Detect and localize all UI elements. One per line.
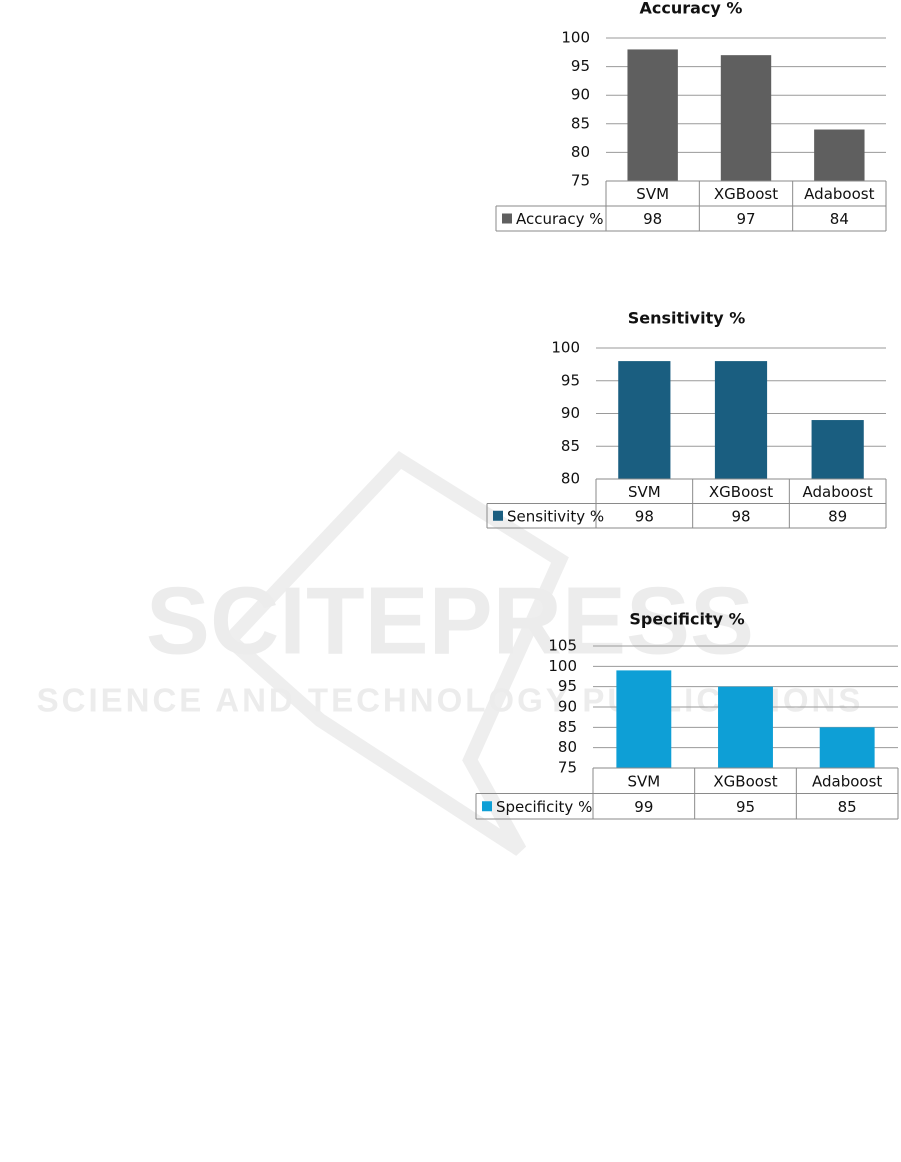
x-tick-label: SVM — [627, 772, 660, 790]
y-tick-label: 90 — [558, 698, 577, 716]
watermark-logo — [219, 451, 569, 856]
table-value: 85 — [838, 798, 857, 816]
bar — [718, 686, 773, 768]
table-value: 99 — [634, 798, 653, 816]
y-tick-label: 80 — [571, 143, 590, 161]
bar — [720, 55, 772, 181]
table-value: 89 — [828, 507, 847, 525]
legend-label: Specificity % — [496, 798, 592, 816]
bar — [811, 420, 864, 479]
y-tick-label: 100 — [561, 29, 590, 47]
x-tick-label: Adaboost — [804, 185, 874, 203]
y-tick-label: 80 — [561, 470, 580, 488]
watermark-title: SCITEPRESS — [146, 567, 754, 674]
y-tick-label: 95 — [558, 677, 577, 695]
x-tick-label: SVM — [628, 483, 661, 501]
y-tick-label: 85 — [558, 718, 577, 736]
table-value: 98 — [731, 507, 750, 525]
bar — [819, 727, 875, 768]
table-value: 97 — [736, 210, 755, 228]
y-tick-label: 100 — [551, 339, 580, 357]
y-tick-label: 90 — [561, 404, 580, 422]
bar — [627, 49, 678, 181]
x-tick-label: XGBoost — [714, 185, 778, 203]
y-tick-label: 85 — [561, 437, 580, 455]
y-tick-label: 95 — [571, 57, 590, 75]
bar — [618, 361, 671, 479]
y-tick-label: 85 — [571, 114, 590, 132]
bar — [616, 670, 672, 768]
x-tick-label: Adaboost — [803, 483, 873, 501]
y-tick-label: 80 — [558, 738, 577, 756]
bar — [814, 129, 865, 181]
table-value: 95 — [736, 798, 755, 816]
x-tick-label: XGBoost — [713, 772, 777, 790]
y-tick-label: 90 — [571, 86, 590, 104]
x-tick-label: Adaboost — [812, 772, 882, 790]
y-tick-label: 95 — [561, 371, 580, 389]
table-value: 98 — [635, 507, 654, 525]
y-tick-label: 75 — [558, 759, 577, 777]
x-tick-label: XGBoost — [709, 483, 773, 501]
chart-title: Accuracy % — [640, 0, 743, 18]
bar — [714, 361, 768, 479]
legend-swatch — [493, 510, 503, 521]
y-tick-label: 75 — [571, 172, 590, 190]
table-value: 98 — [643, 210, 662, 228]
legend-label: Accuracy % — [516, 210, 604, 228]
legend-swatch — [502, 213, 512, 224]
x-tick-label: SVM — [636, 185, 669, 203]
table-value: 84 — [830, 210, 849, 228]
chart-title: Specificity % — [629, 610, 744, 629]
y-tick-label: 100 — [548, 657, 577, 675]
chart-title: Sensitivity % — [628, 309, 746, 328]
legend-label: Sensitivity % — [507, 507, 604, 525]
y-tick-label: 105 — [548, 637, 577, 655]
legend-swatch — [482, 801, 492, 812]
